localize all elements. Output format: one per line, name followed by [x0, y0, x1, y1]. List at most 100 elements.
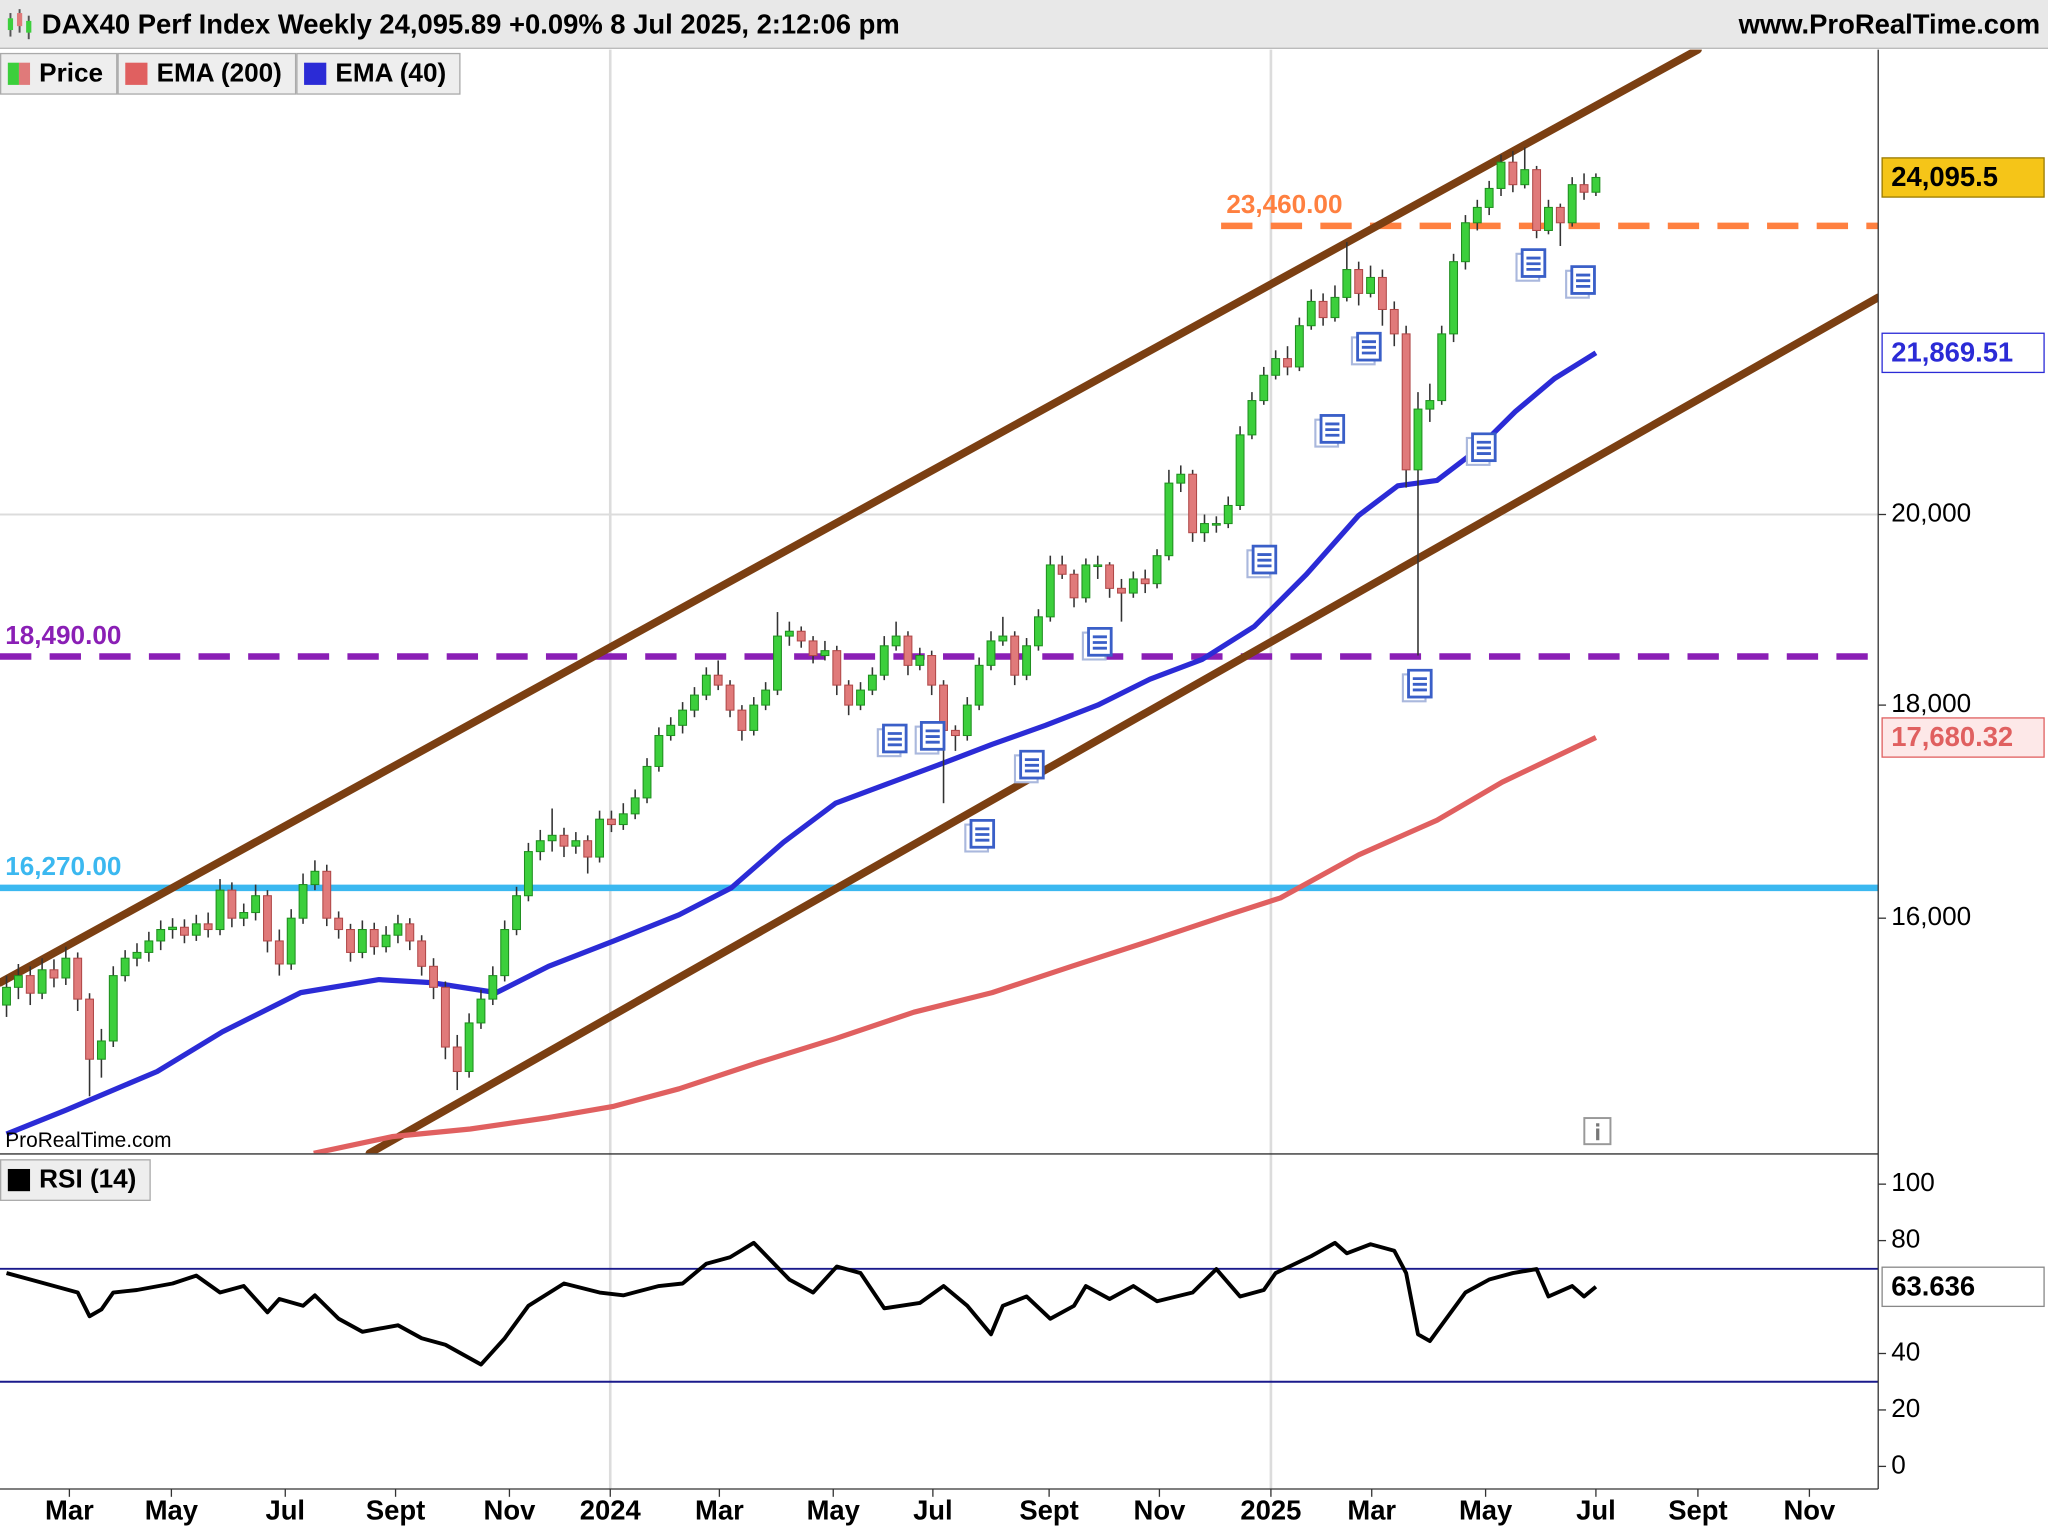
candle-body — [1342, 269, 1352, 298]
candle-body — [986, 640, 996, 666]
candle-body — [1283, 358, 1292, 368]
series-line — [6, 1240, 1598, 1367]
labels: 23,460.00 18,490.00 16,270.00 17,680.32 21,8… — [0, 52, 2045, 1308]
candle-body — [476, 998, 486, 1024]
series-value-label: 21,869.51 — [1891, 336, 2013, 367]
candle-body — [25, 975, 35, 994]
note-icon — [963, 818, 996, 853]
candle-body — [1105, 564, 1115, 589]
candle-body — [535, 840, 545, 853]
candle-body — [1223, 504, 1233, 525]
candle-body — [820, 650, 830, 657]
note-icon — [1313, 414, 1346, 448]
candle-body — [1413, 408, 1423, 471]
y-tick-label: 18,000 — [1891, 688, 1971, 718]
candle-body — [1022, 645, 1032, 676]
candle-body — [547, 834, 557, 842]
candle-body — [867, 674, 877, 691]
x-tick-label: 2025 — [1240, 1495, 1301, 1526]
info-icon — [1583, 1117, 1612, 1146]
level-label: 16,270.00 — [5, 851, 121, 881]
x-tick-label: Jul — [265, 1495, 305, 1526]
candle-body — [844, 684, 854, 706]
note-icon — [1081, 626, 1113, 661]
candle-body — [1555, 206, 1565, 224]
x-tick-label: Sept — [1019, 1495, 1078, 1526]
candle-body — [832, 650, 842, 686]
note-icon — [876, 723, 908, 758]
candle-body — [595, 818, 605, 858]
candle-body — [1033, 616, 1043, 647]
candle-body — [1377, 276, 1387, 311]
candle-body — [1318, 300, 1328, 319]
candle-body — [856, 689, 865, 706]
x-tick-label: Mar — [45, 1495, 94, 1526]
candle-body — [891, 635, 901, 647]
legend-swatch — [18, 62, 31, 85]
candle-body — [108, 975, 118, 1042]
note-icon — [1515, 248, 1547, 283]
candle-body — [73, 957, 83, 1000]
candle-body — [784, 630, 794, 637]
legend-swatch — [304, 62, 327, 85]
candle-body — [1117, 587, 1126, 594]
candle-body — [523, 851, 533, 897]
x-tick-label: Jul — [913, 1495, 953, 1526]
candle-body — [381, 934, 391, 948]
candle-body — [2, 986, 11, 1006]
candle-body — [1271, 358, 1281, 376]
legend-swatch — [7, 1168, 31, 1192]
y-tick-label: 100 — [1891, 1167, 1935, 1197]
note-icon — [914, 720, 946, 755]
candle-body — [1460, 222, 1470, 263]
candle-body — [950, 729, 960, 737]
candle-body — [1259, 374, 1269, 402]
candle-body — [618, 813, 628, 826]
candle-body — [179, 926, 189, 936]
candle-body — [1152, 555, 1162, 585]
x-tick-label: Nov — [1784, 1495, 1837, 1526]
candle-body — [1520, 169, 1530, 186]
legend-swatch — [7, 62, 19, 85]
legend-box — [117, 52, 297, 95]
candle-body — [1366, 276, 1375, 294]
candle-body — [1176, 473, 1186, 484]
candle-body — [1093, 564, 1103, 568]
note-icon — [1013, 749, 1045, 784]
series-value-label-box — [1881, 332, 2045, 374]
candle-body — [85, 998, 94, 1060]
candle-body — [191, 923, 201, 936]
candle-body — [1211, 523, 1221, 526]
header-icon — [7, 9, 32, 40]
candle-body — [13, 975, 23, 988]
candle-body — [96, 1040, 106, 1060]
candle-body — [274, 940, 284, 965]
candle-body — [215, 889, 225, 931]
candle-body — [701, 674, 711, 696]
candle-body — [429, 965, 438, 988]
candle-body — [144, 940, 154, 953]
candle-body — [488, 975, 498, 1000]
candle-body — [286, 917, 296, 965]
candle-body — [1188, 473, 1198, 534]
candle-body — [725, 684, 735, 711]
x-tick-label: Sept — [1668, 1495, 1727, 1526]
candle-body — [796, 630, 806, 642]
candle-body — [962, 704, 972, 737]
candle-body — [903, 635, 913, 666]
candle-body — [1401, 333, 1411, 471]
candle-body — [417, 940, 427, 967]
candle-body — [310, 870, 320, 886]
header-brand: www.ProRealTime.com — [1738, 8, 2041, 39]
candle-body — [132, 951, 142, 959]
candle-body — [678, 709, 688, 726]
x-tick-label: Jul — [1576, 1495, 1616, 1526]
x-tick-label: May — [1459, 1495, 1513, 1526]
candle-body — [168, 926, 178, 931]
candle-body — [49, 969, 59, 979]
candle-body — [1591, 176, 1601, 193]
candle-body — [1069, 573, 1079, 599]
candle-body — [1354, 269, 1364, 294]
candle-body — [1544, 206, 1553, 231]
